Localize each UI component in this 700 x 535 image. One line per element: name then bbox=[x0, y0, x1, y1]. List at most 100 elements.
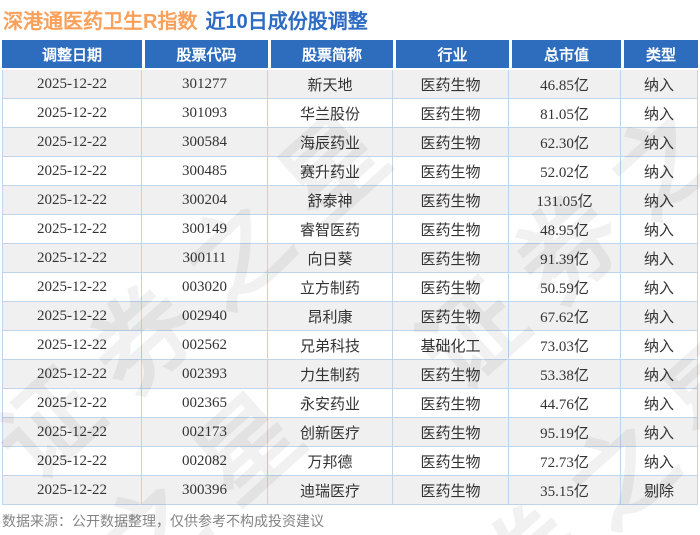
cell-stock-name: 昂利康 bbox=[268, 302, 393, 331]
cell-adjust-date: 2025-12-22 bbox=[2, 157, 142, 186]
cell-adjust-type: 纳入 bbox=[621, 186, 698, 215]
table-row: 2025-12-22 300396 迪瑞医疗 医药生物 35.15亿 剔除 bbox=[2, 476, 698, 505]
cell-stock-code: 002562 bbox=[142, 331, 268, 360]
cell-industry: 医药生物 bbox=[393, 244, 509, 273]
cell-adjust-date: 2025-12-22 bbox=[2, 70, 142, 99]
cell-stock-code: 002082 bbox=[142, 447, 268, 476]
cell-industry: 医药生物 bbox=[393, 70, 509, 99]
cell-industry: 医药生物 bbox=[393, 273, 509, 302]
cell-adjust-type: 纳入 bbox=[621, 418, 698, 447]
cell-market-cap: 62.30亿 bbox=[509, 128, 621, 157]
cell-adjust-date: 2025-12-22 bbox=[2, 128, 142, 157]
cell-adjust-type: 纳入 bbox=[621, 215, 698, 244]
cell-adjust-date: 2025-12-22 bbox=[2, 447, 142, 476]
cell-adjust-date: 2025-12-22 bbox=[2, 331, 142, 360]
cell-stock-name: 迪瑞医疗 bbox=[268, 476, 393, 505]
header-row: 调整日期 股票代码 股票简称 行业 总市值 类型 bbox=[2, 40, 698, 70]
cell-market-cap: 53.38亿 bbox=[509, 360, 621, 389]
cell-industry: 医药生物 bbox=[393, 447, 509, 476]
cell-market-cap: 91.39亿 bbox=[509, 244, 621, 273]
cell-stock-name: 向日葵 bbox=[268, 244, 393, 273]
cell-stock-code: 300149 bbox=[142, 215, 268, 244]
table-row: 2025-12-22 300204 舒泰神 医药生物 131.05亿 纳入 bbox=[2, 186, 698, 215]
cell-stock-code: 301093 bbox=[142, 99, 268, 128]
cell-industry: 医药生物 bbox=[393, 215, 509, 244]
constituent-adjustment-table: 调整日期 股票代码 股票简称 行业 总市值 类型 2025-12-22 30127… bbox=[2, 40, 698, 505]
cell-industry: 医药生物 bbox=[393, 157, 509, 186]
cell-stock-code: 003020 bbox=[142, 273, 268, 302]
cell-stock-name: 立方制药 bbox=[268, 273, 393, 302]
cell-market-cap: 131.05亿 bbox=[509, 186, 621, 215]
cell-industry: 医药生物 bbox=[393, 186, 509, 215]
cell-market-cap: 81.05亿 bbox=[509, 99, 621, 128]
cell-adjust-type: 纳入 bbox=[621, 128, 698, 157]
table-row: 2025-12-22 301093 华兰股份 医药生物 81.05亿 纳入 bbox=[2, 99, 698, 128]
cell-industry: 医药生物 bbox=[393, 128, 509, 157]
cell-adjust-type: 纳入 bbox=[621, 360, 698, 389]
cell-market-cap: 48.95亿 bbox=[509, 215, 621, 244]
cell-industry: 基础化工 bbox=[393, 331, 509, 360]
cell-adjust-type: 纳入 bbox=[621, 447, 698, 476]
title-suffix: 近10日成份股调整 bbox=[205, 11, 368, 33]
cell-stock-name: 舒泰神 bbox=[268, 186, 393, 215]
table-row: 2025-12-22 300485 赛升药业 医药生物 52.02亿 纳入 bbox=[2, 157, 698, 186]
table-row: 2025-12-22 003020 立方制药 医药生物 50.59亿 纳入 bbox=[2, 273, 698, 302]
cell-stock-name: 赛升药业 bbox=[268, 157, 393, 186]
table-row: 2025-12-22 300111 向日葵 医药生物 91.39亿 纳入 bbox=[2, 244, 698, 273]
cell-stock-name: 睿智医药 bbox=[268, 215, 393, 244]
cell-adjust-type: 纳入 bbox=[621, 99, 698, 128]
cell-stock-code: 300396 bbox=[142, 476, 268, 505]
table-row: 2025-12-22 002365 永安药业 医药生物 44.76亿 纳入 bbox=[2, 389, 698, 418]
col-header-stock-name: 股票简称 bbox=[268, 40, 393, 70]
cell-stock-code: 002173 bbox=[142, 418, 268, 447]
cell-stock-name: 创新医疗 bbox=[268, 418, 393, 447]
table-row: 2025-12-22 300584 海辰药业 医药生物 62.30亿 纳入 bbox=[2, 128, 698, 157]
page-title: 深港通医药卫生R指数 近10日成份股调整 bbox=[3, 5, 368, 34]
table-row: 2025-12-22 002173 创新医疗 医药生物 95.19亿 纳入 bbox=[2, 418, 698, 447]
cell-adjust-type: 纳入 bbox=[621, 302, 698, 331]
cell-adjust-type: 纳入 bbox=[621, 331, 698, 360]
cell-adjust-date: 2025-12-22 bbox=[2, 273, 142, 302]
col-header-stock-code: 股票代码 bbox=[142, 40, 268, 70]
cell-stock-code: 300111 bbox=[142, 244, 268, 273]
cell-adjust-date: 2025-12-22 bbox=[2, 99, 142, 128]
cell-industry: 医药生物 bbox=[393, 418, 509, 447]
cell-adjust-type: 纳入 bbox=[621, 244, 698, 273]
cell-market-cap: 67.62亿 bbox=[509, 302, 621, 331]
cell-market-cap: 46.85亿 bbox=[509, 70, 621, 99]
cell-stock-name: 兄弟科技 bbox=[268, 331, 393, 360]
cell-stock-code: 300584 bbox=[142, 128, 268, 157]
cell-stock-code: 301277 bbox=[142, 70, 268, 99]
cell-adjust-type: 纳入 bbox=[621, 157, 698, 186]
cell-market-cap: 44.76亿 bbox=[509, 389, 621, 418]
col-header-adjust-type: 类型 bbox=[621, 40, 698, 70]
cell-stock-code: 300204 bbox=[142, 186, 268, 215]
cell-adjust-date: 2025-12-22 bbox=[2, 360, 142, 389]
cell-adjust-type: 剔除 bbox=[621, 476, 698, 505]
cell-adjust-date: 2025-12-22 bbox=[2, 244, 142, 273]
index-name: 深港通医药卫生R指数 bbox=[3, 11, 198, 33]
cell-industry: 医药生物 bbox=[393, 302, 509, 331]
cell-adjust-date: 2025-12-22 bbox=[2, 476, 142, 505]
cell-market-cap: 52.02亿 bbox=[509, 157, 621, 186]
cell-industry: 医药生物 bbox=[393, 476, 509, 505]
cell-adjust-type: 纳入 bbox=[621, 273, 698, 302]
cell-stock-code: 002393 bbox=[142, 360, 268, 389]
table-row: 2025-12-22 002940 昂利康 医药生物 67.62亿 纳入 bbox=[2, 302, 698, 331]
table-body: 2025-12-22 301277 新天地 医药生物 46.85亿 纳入 2025-12-2… bbox=[2, 70, 698, 505]
table-row: 2025-12-22 300149 睿智医药 医药生物 48.95亿 纳入 bbox=[2, 215, 698, 244]
cell-stock-code: 002365 bbox=[142, 389, 268, 418]
cell-adjust-date: 2025-12-22 bbox=[2, 389, 142, 418]
cell-stock-name: 新天地 bbox=[268, 70, 393, 99]
table-header: 调整日期 股票代码 股票简称 行业 总市值 类型 bbox=[2, 40, 698, 70]
table-row: 2025-12-22 002562 兄弟科技 基础化工 73.03亿 纳入 bbox=[2, 331, 698, 360]
cell-market-cap: 73.03亿 bbox=[509, 331, 621, 360]
cell-industry: 医药生物 bbox=[393, 389, 509, 418]
cell-adjust-date: 2025-12-22 bbox=[2, 186, 142, 215]
table-row: 2025-12-22 002393 力生制药 医药生物 53.38亿 纳入 bbox=[2, 360, 698, 389]
cell-stock-name: 永安药业 bbox=[268, 389, 393, 418]
cell-market-cap: 95.19亿 bbox=[509, 418, 621, 447]
data-source-note: 数据来源：公开数据整理，仅供参考不构成投资建议 bbox=[2, 513, 324, 529]
cell-market-cap: 50.59亿 bbox=[509, 273, 621, 302]
